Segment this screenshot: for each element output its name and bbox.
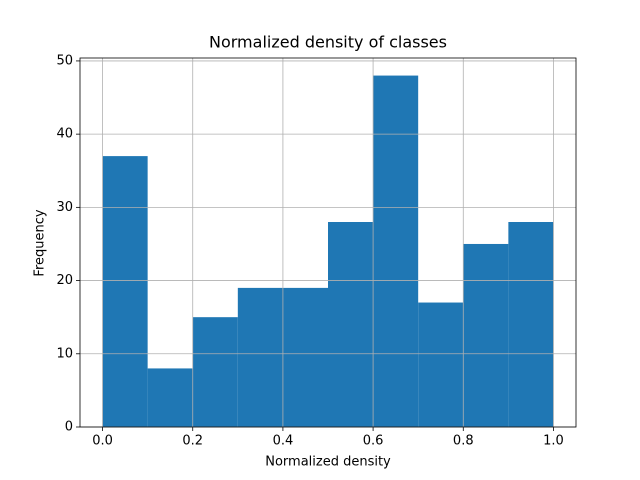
y-tick-label: 40 <box>56 127 73 142</box>
bar <box>192 317 238 427</box>
bar <box>463 243 509 427</box>
bar <box>508 222 554 427</box>
y-tick-label: 10 <box>56 346 73 361</box>
plot-frame <box>79 57 577 428</box>
x-tick-label: 0.8 <box>453 434 474 449</box>
bar <box>237 287 283 427</box>
y-tick-label: 0 <box>65 420 73 435</box>
y-tick-label: 30 <box>56 200 73 215</box>
x-tick-label: 0.0 <box>92 434 113 449</box>
bar <box>373 75 419 428</box>
x-tick-label: 0.4 <box>273 434 294 449</box>
x-tick-label: 0.6 <box>363 434 384 449</box>
bar <box>418 302 464 427</box>
bar <box>102 156 148 427</box>
bar <box>282 287 328 427</box>
y-axis-label: Frequency <box>33 209 48 276</box>
chart-title: Normalized density of classes <box>209 33 447 52</box>
x-axis-label: Normalized density <box>265 455 391 470</box>
x-tick-label: 0.2 <box>182 434 203 449</box>
bar <box>328 222 374 427</box>
y-tick-label: 50 <box>56 53 73 68</box>
x-tick-label: 1.0 <box>543 434 564 449</box>
y-tick-label: 20 <box>56 273 73 288</box>
bar <box>147 368 193 427</box>
